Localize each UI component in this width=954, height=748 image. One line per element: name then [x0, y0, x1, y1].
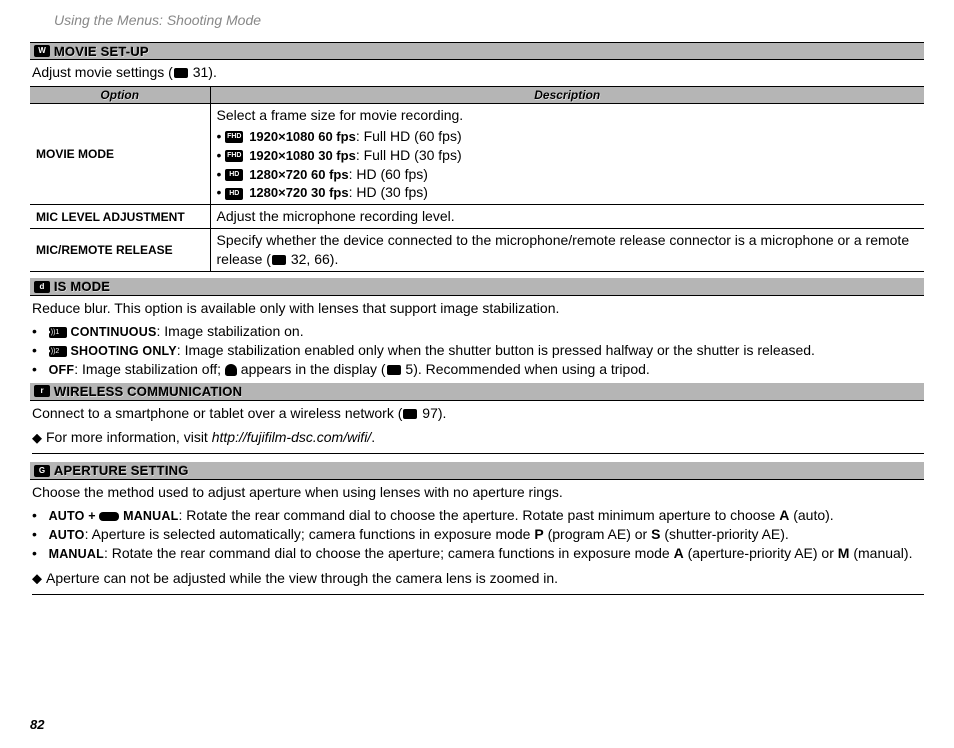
page-ref-icon: [403, 409, 417, 419]
list-item: MANUAL: Rotate the rear command dial to …: [32, 544, 924, 563]
list-item: AUTO + MANUAL: Rotate the rear command d…: [32, 506, 924, 525]
wireless-intro: Connect to a smartphone or tablet over a…: [32, 404, 924, 423]
aperture-options: AUTO + MANUAL: Rotate the rear command d…: [32, 506, 924, 563]
opt-movie-mode: MOVIE MODE: [30, 103, 210, 204]
list-item: HD 1280×720 30 fps: HD (30 fps): [217, 183, 919, 202]
aperture-note: Aperture can not be adjusted while the v…: [32, 569, 924, 595]
aperture-icon: G: [34, 465, 50, 477]
page-ref-icon: [387, 365, 401, 375]
opt-mic-remote: MIC/REMOTE RELEASE: [30, 229, 210, 272]
desc-mic-remote: Specify whether the device connected to …: [210, 229, 924, 272]
note-icon: [32, 574, 42, 584]
desc-mic-level: Adjust the microphone recording level.: [210, 205, 924, 229]
section-title: IS MODE: [54, 279, 110, 294]
wifi-icon: r: [34, 385, 50, 397]
is-icon: d: [34, 281, 50, 293]
section-bar-wireless: r WIRELESS COMMUNICATION: [30, 383, 924, 401]
list-item: AUTO: Aperture is selected automatically…: [32, 525, 924, 544]
is-mode-intro: Reduce blur. This option is available on…: [32, 299, 924, 318]
page-number: 82: [30, 717, 44, 732]
wireless-note: For more information, visit http://fujif…: [32, 428, 924, 454]
manual-page: Using the Menus: Shooting Mode W MOVIE S…: [0, 0, 954, 748]
section-title: MOVIE SET-UP: [54, 44, 149, 59]
table-header-row: Option Description: [30, 86, 924, 103]
section-bar-movie-setup: W MOVIE SET-UP: [30, 42, 924, 60]
list-item: ((●))1 CONTINUOUS: Image stabilization o…: [32, 322, 924, 341]
is-continuous-icon: ((●))1: [49, 327, 67, 338]
th-description: Description: [210, 86, 924, 103]
desc-movie-mode: Select a frame size for movie recording.…: [210, 103, 924, 204]
list-item: FHD 1920×1080 60 fps: Full HD (60 fps): [217, 127, 919, 146]
table-row: MOVIE MODE Select a frame size for movie…: [30, 103, 924, 204]
is-shooting-icon: ((●))2: [49, 346, 67, 357]
section-title: APERTURE SETTING: [54, 463, 189, 478]
movie-setup-intro: Adjust movie settings ( 31).: [32, 63, 924, 82]
page-header: Using the Menus: Shooting Mode: [54, 12, 924, 28]
opt-mic-level: MIC LEVEL ADJUSTMENT: [30, 205, 210, 229]
movie-mode-list: FHD 1920×1080 60 fps: Full HD (60 fps) F…: [217, 127, 919, 203]
note-icon: [32, 434, 42, 444]
list-item: OFF: Image stabilization off; appears in…: [32, 360, 924, 379]
list-item: HD 1280×720 60 fps: HD (60 fps): [217, 165, 919, 184]
list-item: FHD 1920×1080 30 fps: Full HD (30 fps): [217, 146, 919, 165]
th-option: Option: [30, 86, 210, 103]
is-mode-options: ((●))1 CONTINUOUS: Image stabilization o…: [32, 322, 924, 379]
table-row: MIC LEVEL ADJUSTMENT Adjust the micropho…: [30, 205, 924, 229]
page-ref-icon: [174, 68, 188, 78]
movie-icon: W: [34, 45, 50, 57]
section-bar-is-mode: d IS MODE: [30, 278, 924, 296]
section-title: WIRELESS COMMUNICATION: [54, 384, 242, 399]
table-row: MIC/REMOTE RELEASE Specify whether the d…: [30, 229, 924, 272]
hand-shake-icon: [225, 364, 237, 376]
movie-setup-table: Option Description MOVIE MODE Select a f…: [30, 86, 924, 272]
list-item: ((●))2 SHOOTING ONLY: Image stabilizatio…: [32, 341, 924, 360]
section-bar-aperture: G APERTURE SETTING: [30, 462, 924, 480]
command-dial-icon: [99, 512, 119, 521]
page-ref-icon: [272, 255, 286, 265]
aperture-intro: Choose the method used to adjust apertur…: [32, 483, 924, 502]
